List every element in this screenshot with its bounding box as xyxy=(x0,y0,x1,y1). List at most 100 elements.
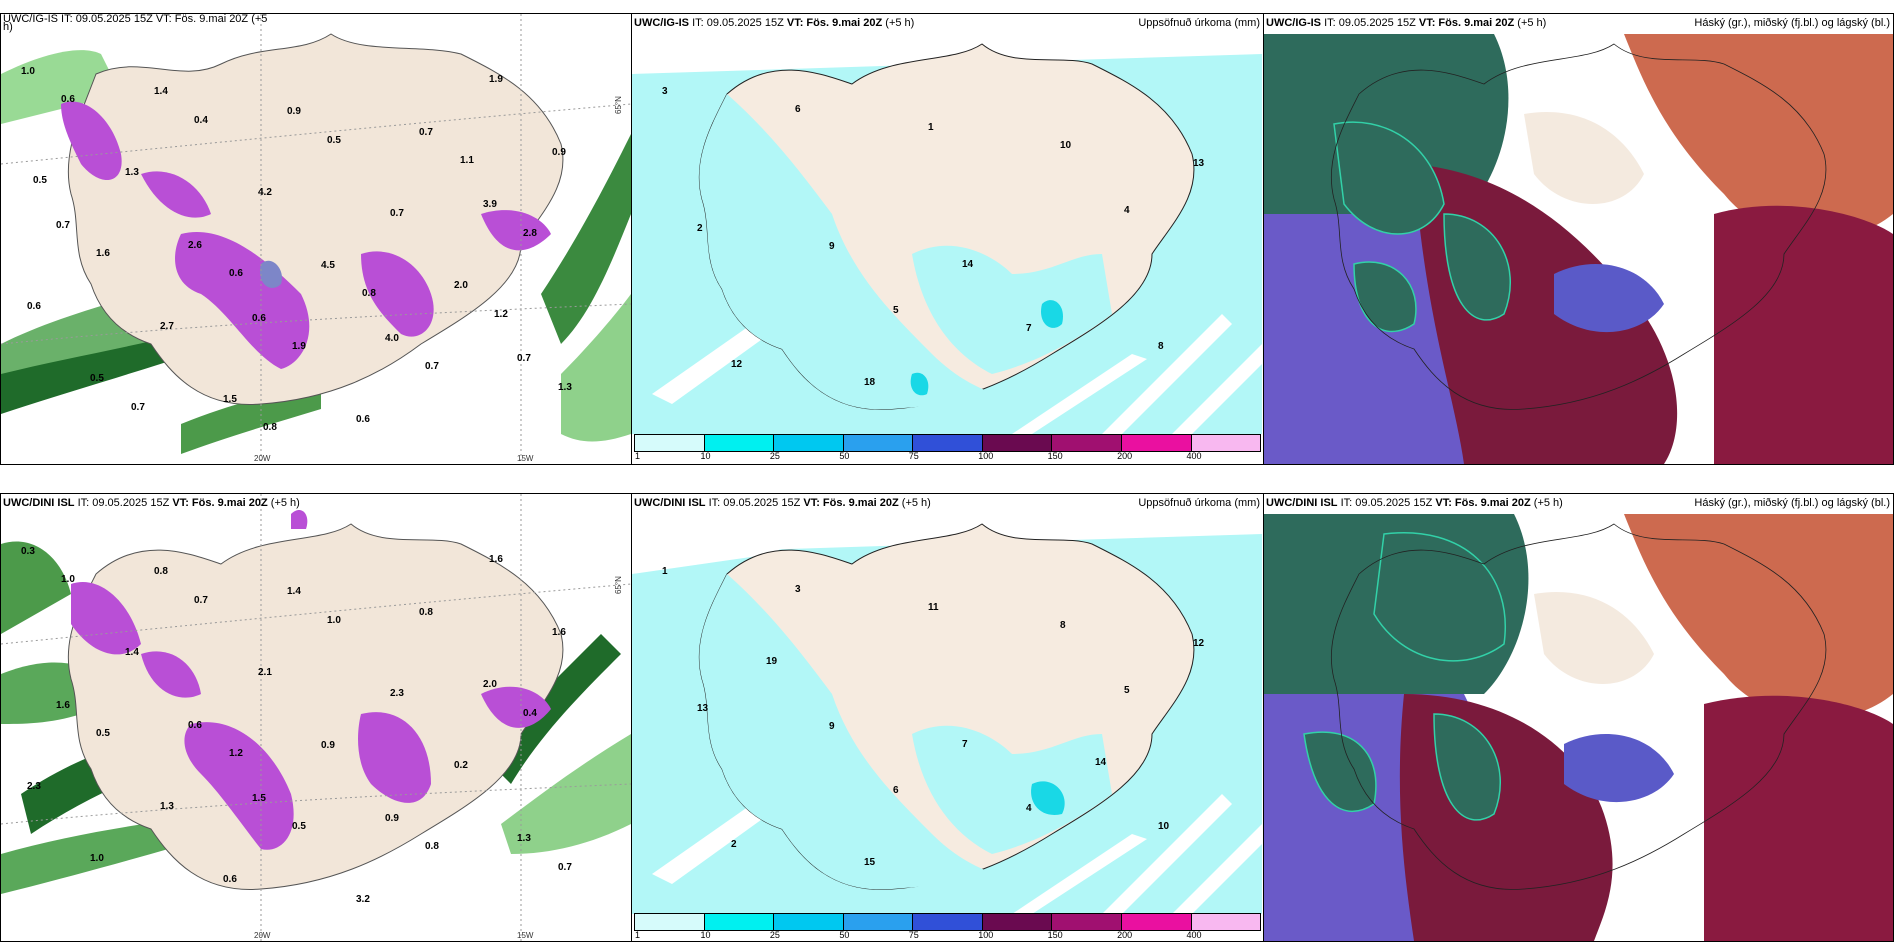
map-value-label: 7 xyxy=(1026,323,1032,334)
init-time: IT: 09.05.2025 15Z xyxy=(1340,497,1433,509)
map-value-label: 0.8 xyxy=(263,422,277,433)
field-title: Háský (gr.), miðský (fj.bl.) og lágský (… xyxy=(1694,17,1890,29)
map-value-label: 0.8 xyxy=(154,566,168,577)
map-value-label: 0.7 xyxy=(131,402,145,413)
map-value-label: 1.2 xyxy=(229,748,243,759)
colorbar-tick: 400 xyxy=(1186,930,1202,940)
map-value-label: 0.8 xyxy=(362,288,376,299)
model-name: UWC/IG-IS xyxy=(634,17,689,29)
colorbar xyxy=(634,434,1261,452)
map-wind-precip-top: 20W 15W 65°N 1.0 0.6 3.9 1.4 4.0 0.7 0.9 0.7 2.6… xyxy=(1,14,631,464)
valid-time: Fös. 9.mai 20Z xyxy=(191,497,268,509)
valid-time: Fös. 9.mai 20Z xyxy=(822,497,899,509)
colorbar-tick: 150 xyxy=(1047,930,1063,940)
map-value-label: 1.3 xyxy=(558,382,572,393)
init-time: IT: 09.05.2025 15Z xyxy=(77,497,170,509)
colorbar-tick: 150 xyxy=(1047,451,1063,461)
map-value-label: 0.6 xyxy=(188,720,202,731)
model-name: UWC/DINI ISL xyxy=(634,497,706,509)
map-value-label: 4.2 xyxy=(258,187,272,198)
init-time: IT: 09.05.2025 15Z xyxy=(708,497,801,509)
colorbar-ticks: 1 10 25 50 75 100 150 200 400 xyxy=(632,930,1263,941)
map-value-label: 1.0 xyxy=(327,615,341,626)
map-clouds-top xyxy=(1264,14,1893,464)
map-value-label: 15 xyxy=(864,857,876,868)
field-title: Uppsöfnuð úrkoma (mm) xyxy=(1138,17,1260,29)
panel-precip-top: 3 5 4 6 7 2 1 8 9 10 12 14 13 18 UWC/IG-IS IT: 09.05.… xyxy=(631,13,1264,465)
valid-time: Fös. 9.mai 20Z xyxy=(806,17,883,29)
lon-label: 20W xyxy=(254,931,271,940)
colorbar-swatch xyxy=(774,914,844,930)
colorbar-swatch xyxy=(635,914,705,930)
panel-title: UWC/IG-IS IT: 09.05.2025 15Z VT: Fös. 9.… xyxy=(1,14,631,28)
map-value-label: 2.3 xyxy=(27,781,41,792)
field-title: Háský (gr.), miðský (fj.bl.) og lágský (… xyxy=(1694,497,1890,509)
map-value-label: 1.0 xyxy=(21,66,35,77)
map-value-label: 2.0 xyxy=(483,679,497,690)
lon-label: 20W xyxy=(254,454,271,463)
panel-wind-precip-top: 20W 15W 65°N 1.0 0.6 3.9 1.4 4.0 0.7 0.9 0.7 2.6… xyxy=(0,13,632,465)
map-value-label: 4 xyxy=(1124,205,1130,216)
lon-label: 15W xyxy=(517,454,534,463)
map-value-label: 1.1 xyxy=(460,155,474,166)
colorbar-swatch xyxy=(1121,435,1192,451)
map-value-label: 1.6 xyxy=(552,627,566,638)
panel-title: UWC/DINI ISL IT: 09.05.2025 15Z VT: Fös.… xyxy=(1264,494,1893,512)
map-value-label: 0.2 xyxy=(454,760,468,771)
map-value-label: 0.7 xyxy=(56,220,70,231)
map-value-label: 1.9 xyxy=(489,74,503,85)
map-value-label: 0.5 xyxy=(33,175,47,186)
colorbar-tick: 10 xyxy=(700,451,711,461)
colorbar-tick: 400 xyxy=(1186,451,1202,461)
map-value-label: 2 xyxy=(731,839,737,850)
map-value-label: 14 xyxy=(962,259,974,270)
map-value-label: 1.6 xyxy=(96,248,110,259)
lat-label: 65°N xyxy=(614,576,623,594)
colorbar-tick: 1 xyxy=(635,930,641,940)
map-value-label: 2.3 xyxy=(390,688,404,699)
map-value-label: 1.2 xyxy=(494,309,508,320)
map-value-label: 0.9 xyxy=(552,147,566,158)
map-value-label: 0.7 xyxy=(390,208,404,219)
map-precip-bottom: 1 6 5 3 4 13 11 10 9 8 2 7 12 15 14 19 xyxy=(632,494,1263,941)
map-value-label: 0.6 xyxy=(356,414,370,425)
colorbar-swatch xyxy=(774,435,844,451)
map-value-label: 7 xyxy=(962,739,968,750)
map-value-label: 1.4 xyxy=(125,647,139,658)
map-value-label: 3 xyxy=(795,584,801,595)
map-value-label: 0.7 xyxy=(558,862,572,873)
map-value-label: 1.5 xyxy=(252,793,266,804)
map-value-label: 6 xyxy=(795,104,801,115)
map-clouds-bottom xyxy=(1264,494,1893,941)
map-value-label: 1.9 xyxy=(292,341,306,352)
map-value-label: 0.4 xyxy=(194,115,208,126)
colorbar-swatch xyxy=(1121,914,1192,930)
map-value-label: 0.7 xyxy=(419,127,433,138)
map-value-label: 0.6 xyxy=(252,313,266,324)
map-value-label: 11 xyxy=(928,602,939,613)
colorbar-swatch xyxy=(704,435,775,451)
map-value-label: 0.7 xyxy=(194,595,208,606)
panel-clouds-top: UWC/IG-IS IT: 09.05.2025 15Z VT: Fös. 9.… xyxy=(1263,13,1894,465)
map-value-label: 0.5 xyxy=(292,821,306,832)
map-value-label: 0.5 xyxy=(90,373,104,384)
map-value-label: 1.0 xyxy=(61,574,75,585)
panel-wind-precip-bottom: 20W 15W 65°N 0.3 1.5 2.0 0.8 0.9 1.6 1.4 1.3 0.6… xyxy=(0,493,632,942)
colorbar-tick: 100 xyxy=(978,451,994,461)
colorbar-tick: 1 xyxy=(635,451,641,461)
map-wind-precip-bottom: 20W 15W 65°N 0.3 1.5 2.0 0.8 0.9 1.6 1.4 1.3 0.6… xyxy=(1,494,631,941)
map-value-label: 12 xyxy=(731,359,743,370)
map-value-label: 0.9 xyxy=(385,813,399,824)
vt-label: VT: xyxy=(1435,497,1452,509)
colorbar-swatch xyxy=(982,435,1053,451)
lead-time: (+5 h) xyxy=(901,497,931,509)
colorbar-swatch xyxy=(843,435,914,451)
init-time: IT: 09.05.2025 15Z xyxy=(1324,17,1416,29)
colorbar-swatch xyxy=(704,914,775,930)
map-value-label: 19 xyxy=(766,656,778,667)
map-value-label: 1 xyxy=(662,566,668,577)
colorbar-tick: 100 xyxy=(978,930,994,940)
model-name: UWC/IG-IS xyxy=(1266,17,1321,29)
map-value-label: 5 xyxy=(893,305,899,316)
map-value-label: 2.0 xyxy=(454,280,468,291)
